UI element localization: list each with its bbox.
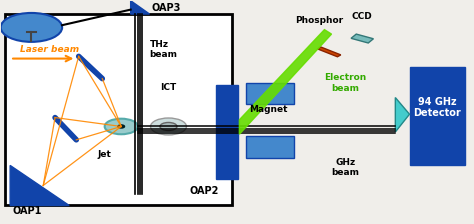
Bar (246, 83, 294, 104)
Text: 94 GHz
Detector: 94 GHz Detector (413, 97, 461, 118)
Circle shape (118, 125, 125, 128)
Bar (5, 14, 232, 205)
Text: Phosphor: Phosphor (295, 16, 343, 25)
Text: OAP3: OAP3 (152, 4, 181, 13)
Text: Magnet: Magnet (249, 105, 287, 114)
Bar (410, 67, 465, 166)
Circle shape (105, 119, 138, 134)
Text: Jet: Jet (98, 150, 111, 159)
Text: Laser beam: Laser beam (19, 45, 79, 54)
Polygon shape (395, 97, 410, 132)
Text: GHz
beam: GHz beam (332, 158, 360, 177)
Bar (216, 85, 238, 179)
Circle shape (0, 13, 62, 42)
Text: ICT: ICT (160, 83, 177, 92)
Polygon shape (131, 1, 150, 14)
Circle shape (160, 123, 177, 130)
Circle shape (151, 118, 186, 135)
Polygon shape (351, 34, 374, 43)
Polygon shape (239, 30, 331, 134)
Polygon shape (318, 47, 341, 57)
Polygon shape (10, 166, 69, 205)
Text: Electron
beam: Electron beam (325, 73, 367, 93)
Text: THz
beam: THz beam (150, 40, 178, 59)
Bar (246, 136, 294, 158)
Text: OAP1: OAP1 (12, 206, 42, 216)
Text: OAP2: OAP2 (189, 186, 219, 196)
Text: CCD: CCD (352, 11, 373, 21)
